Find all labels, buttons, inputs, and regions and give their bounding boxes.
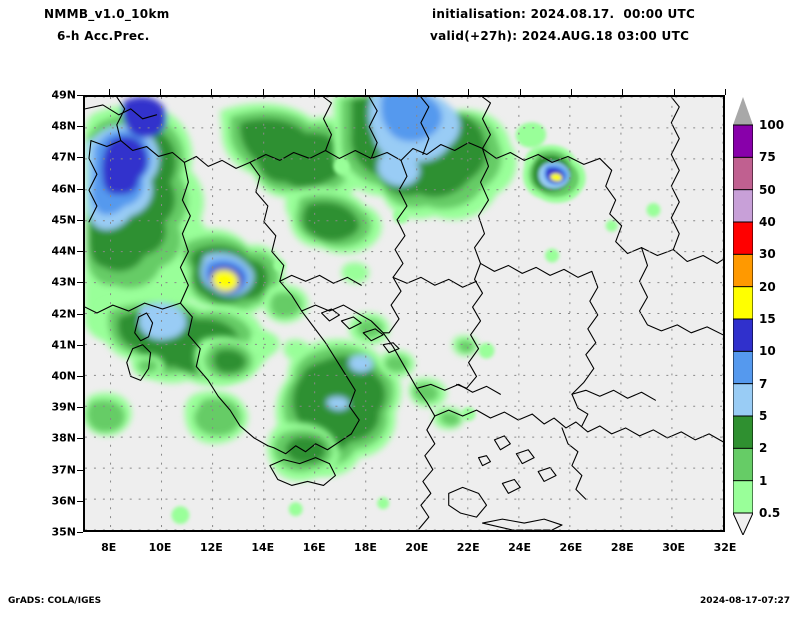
- lat-tick-mark: [77, 219, 83, 221]
- precipitation-map: 35N 36N 37N 38N 39N 40N 41N 42N 43N 44N 45N 46N 47N 4…: [51, 89, 736, 555]
- lon-tick-mark: [673, 89, 675, 95]
- lat-tick-mark: [77, 344, 83, 346]
- lon-tick-mark: [108, 89, 110, 95]
- colorbar-tick-label: 50: [759, 182, 776, 197]
- lat-tick-label: 40N: [51, 369, 76, 383]
- colorbar-band: [733, 189, 753, 224]
- colorbar-tick-label: 0.5: [759, 506, 781, 520]
- lon-tick-mark: [365, 89, 367, 95]
- model-title: NMMB_v1.0_10km: [44, 7, 170, 21]
- colorbar-swatches: [733, 97, 753, 535]
- lat-tick-label: 43N: [51, 275, 76, 289]
- lat-tick-mark: [77, 126, 83, 128]
- lat-tick-label: 46N: [51, 182, 76, 196]
- lat-tick-mark: [77, 157, 83, 159]
- lat-tick-label: 36N: [51, 494, 76, 508]
- colorbar-tick-label: 7: [759, 376, 768, 391]
- lat-tick-mark: [77, 95, 83, 96]
- colorbar-min-arrow: [733, 512, 753, 535]
- lat-tick-mark: [77, 313, 83, 315]
- lon-tick-label: 30E: [662, 541, 686, 554]
- colorbar-tick-label: 1: [759, 473, 768, 488]
- field-title: 6-h Acc.Prec.: [57, 29, 150, 43]
- lon-tick-mark: [725, 89, 726, 95]
- graticule: [85, 97, 723, 530]
- lat-tick-label: 45N: [51, 213, 76, 227]
- colorbar-tick-label: 10: [759, 344, 776, 359]
- lat-tick-label: 44N: [51, 244, 76, 258]
- lon-tick-mark: [519, 89, 521, 95]
- lon-tick-mark: [622, 89, 624, 95]
- lon-tick-mark: [416, 89, 418, 95]
- footer-credit: GrADS: COLA/IGES: [8, 596, 102, 606]
- colorbar-tick-label: 20: [759, 279, 776, 294]
- colorbar-tick-label: 75: [759, 150, 776, 165]
- colorbar-band: [733, 383, 753, 418]
- lon-tick-label: 14E: [251, 541, 275, 554]
- colorbar-band: [733, 415, 753, 450]
- colorbar-band: [733, 124, 753, 159]
- lon-tick-label: 22E: [456, 541, 480, 554]
- lon-tick-label: 32E: [713, 541, 737, 554]
- lat-tick-mark: [77, 188, 83, 190]
- colorbar-tick-label: 30: [759, 247, 776, 262]
- colorbar-max-arrow: [733, 97, 753, 125]
- lon-tick-mark: [314, 89, 316, 95]
- lon-tick-label: 18E: [354, 541, 377, 554]
- lon-tick-label: 20E: [405, 541, 429, 554]
- map-canvas: [85, 97, 723, 530]
- lon-tick-label: 26E: [559, 541, 583, 554]
- lon-tick-mark: [468, 89, 470, 95]
- lat-tick-mark: [77, 282, 83, 284]
- initialisation-time: initialisation: 2024.08.17. 00:00 UTC: [432, 7, 696, 21]
- colorbar-band: [733, 318, 753, 353]
- lat-tick-label: 47N: [51, 150, 76, 164]
- footer-timestamp: 2024-08-17-07:27: [700, 596, 790, 606]
- colorbar-band: [733, 350, 753, 385]
- colorbar-tick-label: 40: [759, 215, 776, 229]
- lon-tick-label: 16E: [302, 541, 326, 554]
- lat-tick-label: 37N: [51, 463, 76, 477]
- colorbar-tick-label: 100: [759, 118, 785, 132]
- lon-tick-mark: [262, 89, 264, 95]
- valid-time: valid(+27h): 2024.AUG.18 03:00 UTC: [430, 29, 690, 43]
- lat-tick-label: 49N: [51, 88, 76, 102]
- lat-tick-mark: [77, 532, 83, 533]
- lon-tick-label: 12E: [199, 541, 223, 554]
- lat-tick-mark: [77, 438, 83, 440]
- lat-tick-label: 42N: [51, 307, 76, 320]
- lon-tick-mark: [570, 89, 572, 95]
- lat-tick-label: 38N: [51, 431, 76, 445]
- lat-tick-label: 35N: [51, 525, 76, 539]
- lat-tick-mark: [77, 500, 83, 502]
- lat-tick-label: 41N: [51, 338, 76, 352]
- precip-field-north-greece: [85, 390, 248, 444]
- lat-tick-mark: [77, 375, 83, 377]
- colorbar-tick-label: 15: [759, 312, 776, 326]
- colorbar-band: [733, 156, 753, 191]
- lon-tick-label: 10E: [148, 541, 172, 554]
- coastline-layer: [85, 97, 723, 530]
- precip-field-tyrrhenian: [131, 354, 165, 378]
- colorbar-band: [733, 447, 753, 482]
- lon-tick-label: 24E: [508, 541, 531, 554]
- colorbar-band: [733, 221, 753, 256]
- lat-tick-mark: [77, 251, 83, 253]
- colorbar: 100 75 50 40 30 20 15 10 7 5 2 1 0.5: [733, 97, 784, 535]
- colorbar-band: [733, 253, 753, 288]
- lat-tick-mark: [77, 407, 83, 409]
- lat-tick-label: 39N: [51, 400, 76, 414]
- lat-tick-label: 48N: [51, 119, 76, 133]
- colorbar-band: [733, 286, 753, 321]
- lon-tick-label: 28E: [610, 541, 634, 554]
- map-frame: [83, 95, 725, 532]
- precip-field-alps-east: [220, 103, 382, 254]
- colorbar-tick-label: 2: [759, 441, 768, 456]
- colorbar-tick-label: 5: [759, 409, 768, 423]
- lat-tick-mark: [77, 469, 83, 471]
- lon-tick-label: 8E: [101, 541, 117, 554]
- lon-tick-mark: [160, 89, 162, 95]
- colorbar-band: [733, 480, 753, 515]
- lon-tick-mark: [211, 89, 213, 95]
